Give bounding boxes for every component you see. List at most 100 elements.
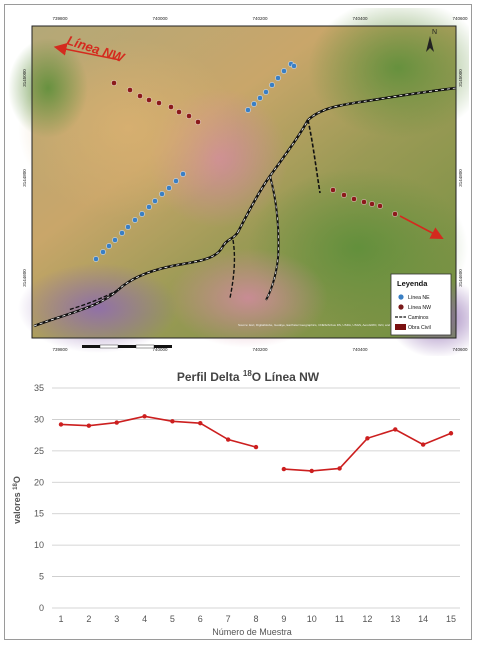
map-x-ticks: 739800 739800 740000 740000 740200 740200 7404… [52, 16, 468, 352]
ne-sample-point [132, 217, 138, 223]
nw-sample-point [351, 196, 357, 202]
ne-sample-point [106, 243, 112, 249]
series-line-segment [60, 415, 257, 448]
data-point [448, 431, 454, 436]
ne-sample-point [166, 185, 172, 191]
x-tick-labels: 1 2 3 4 5 6 7 8 9 10 11 12 13 14 15 [58, 614, 456, 624]
map-x-tick-label: 740200 [252, 347, 268, 352]
nw-arrow-west [53, 42, 121, 61]
legend-civil-symbol [395, 324, 406, 330]
ne-sample-point [119, 230, 125, 236]
nw-sample-point [176, 109, 182, 115]
data-point [198, 421, 203, 426]
x-tick-label: 4 [142, 614, 147, 624]
y-tick-label: 35 [34, 383, 44, 393]
map-x-tick-label: 739800 [52, 347, 68, 352]
map-x-tick-label: 740600 [452, 16, 468, 21]
map-y-tick-label: 3145000 [458, 69, 463, 87]
x-tick-label: 13 [390, 614, 400, 624]
map-y-tick-label: 3144600 [22, 269, 27, 287]
series-points [58, 414, 454, 474]
ne-sample-point [263, 89, 269, 95]
nw-sample-point [195, 119, 201, 125]
ne-line-points [93, 61, 297, 262]
chart-panel: Perfil Delta 18O Línea NW 05101520253035… [12, 369, 460, 637]
ne-sample-point [173, 178, 179, 184]
north-arrow-icon: N [426, 29, 437, 52]
figure-frame [4, 4, 472, 640]
legend-road-label: Caminos [408, 315, 429, 321]
y-tick-label: 10 [34, 540, 44, 550]
x-tick-label: 3 [114, 614, 119, 624]
ne-sample-point [93, 256, 99, 262]
chart-title: Perfil Delta 18O Línea NW [177, 369, 320, 384]
nw-sample-point [168, 104, 174, 110]
data-point [337, 466, 342, 471]
data-point [393, 427, 398, 432]
map-x-tick-label: 740400 [352, 16, 368, 21]
data-point [365, 436, 370, 441]
nw-sample-point [330, 187, 336, 193]
y-tick-label: 0 [39, 603, 44, 613]
legend-nw-label: Línea NW [408, 305, 431, 311]
map-x-tick-label: 739800 [52, 16, 68, 21]
data-point [420, 442, 426, 447]
data-point [253, 444, 259, 450]
ne-sample-point [139, 211, 145, 217]
series-line-segment [283, 428, 452, 472]
y-tick-label: 25 [34, 446, 44, 456]
ne-sample-point [146, 204, 152, 210]
ne-sample-point [269, 82, 275, 88]
ne-sample-point [245, 107, 251, 113]
ne-sample-point [281, 68, 287, 74]
svg-text:N: N [432, 29, 437, 36]
nw-sample-point [361, 199, 367, 205]
nw-sample-point [156, 100, 162, 106]
x-tick-label: 15 [446, 614, 456, 624]
x-tick-label: 2 [86, 614, 91, 624]
y-tick-label: 5 [39, 572, 44, 582]
ne-sample-point [152, 198, 158, 204]
legend-nw-symbol [398, 304, 404, 310]
ne-sample-point [251, 101, 257, 107]
x-tick-label: 9 [281, 614, 286, 624]
data-point [114, 420, 119, 425]
y-gridlines [52, 387, 460, 609]
roads [33, 86, 457, 328]
y-tick-label: 15 [34, 509, 44, 519]
nw-sample-point [377, 203, 383, 209]
x-tick-label: 10 [307, 614, 317, 624]
map-y-tick-label: 3145000 [22, 69, 27, 87]
ne-sample-point [100, 249, 106, 255]
y-tick-label: 20 [34, 477, 44, 487]
ne-sample-point [180, 171, 186, 177]
x-tick-label: 14 [418, 614, 428, 624]
map-attribution: Source: Esri, DigitalGlobe, GeoEye, Eart… [238, 323, 425, 327]
x-tick-label: 11 [335, 614, 344, 624]
ne-sample-point [275, 75, 281, 81]
x-tick-label: 1 [58, 614, 63, 624]
map-panel: Línea NW N Source: Esri, DigitalGlobe, G… [8, 8, 469, 356]
map-x-tick-label: 740600 [452, 347, 468, 352]
nw-sample-point [127, 87, 133, 93]
series-lines [60, 415, 452, 472]
map-y-ticks: 3145000 3145000 3144800 3144800 3144600 31446… [22, 69, 463, 287]
ne-sample-point [291, 63, 297, 69]
map-border [31, 25, 457, 339]
x-tick-label: 7 [226, 614, 231, 624]
map-x-tick-label: 740000 [152, 16, 168, 21]
map-y-tick-label: 3144600 [458, 269, 463, 287]
scale-bar [82, 344, 172, 349]
nw-sample-point [341, 192, 347, 198]
data-point [170, 419, 175, 424]
ne-sample-point [257, 95, 263, 101]
legend-title: Leyenda [397, 279, 428, 288]
map-image [8, 8, 469, 356]
ne-sample-point [125, 224, 131, 230]
data-point [281, 466, 287, 472]
legend-ne-label: Línea NE [408, 295, 430, 301]
data-point [225, 437, 231, 442]
legend-civil-label: Obra Civil [408, 325, 431, 331]
nw-sample-point [111, 80, 117, 86]
x-tick-label: 6 [198, 614, 203, 624]
